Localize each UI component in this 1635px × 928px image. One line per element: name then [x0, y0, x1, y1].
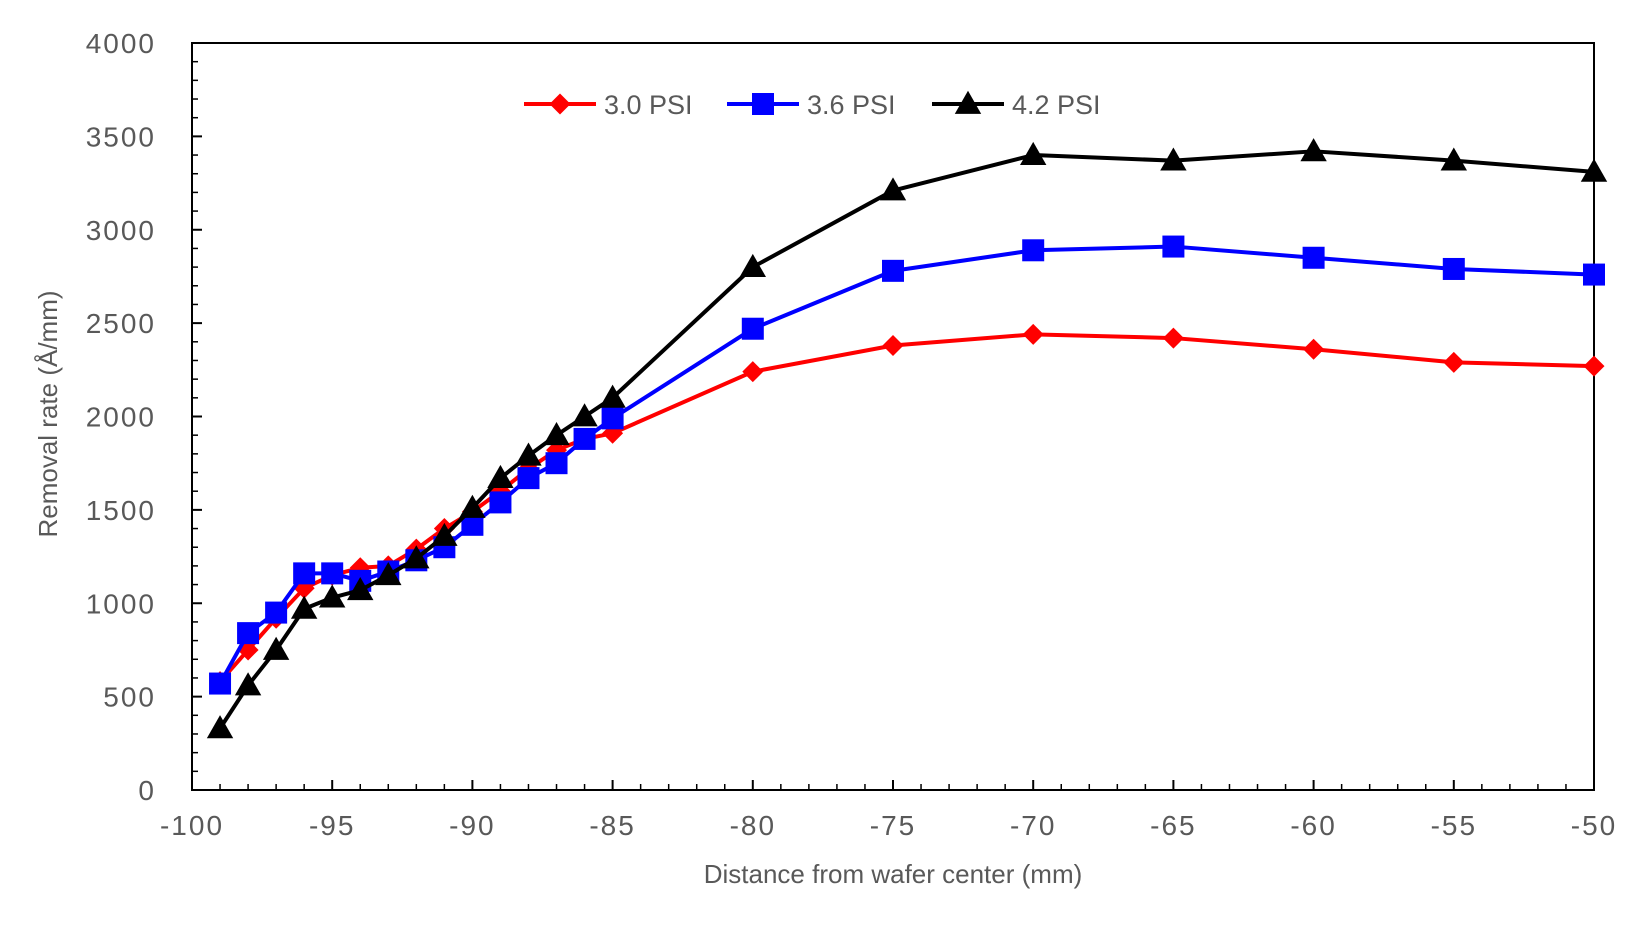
y-tick-label: 1500: [86, 495, 156, 526]
data-point: [882, 335, 904, 357]
data-point: [1442, 257, 1465, 280]
data-point: [741, 317, 764, 340]
data-point: [1022, 239, 1045, 262]
data-point: [347, 576, 374, 601]
data-point: [1162, 235, 1185, 258]
data-point: [517, 467, 540, 490]
data-point: [879, 177, 907, 201]
data-point: [1022, 323, 1044, 345]
data-point: [1303, 338, 1325, 360]
legend: 3.0 PSI 3.6 PSI 4.2 PSI: [524, 90, 1101, 120]
data-point: [1160, 147, 1187, 171]
data-point: [543, 421, 570, 446]
data-point: [321, 562, 344, 585]
data-point: [489, 491, 512, 514]
data-point: [262, 636, 290, 660]
data-point: [265, 601, 288, 624]
data-point: [545, 452, 568, 475]
legend-item: 3.0 PSI: [524, 90, 693, 120]
data-point: [601, 407, 624, 430]
legend-marker: [954, 90, 982, 114]
data-point: [742, 361, 764, 383]
data-point: [882, 259, 904, 282]
tick-layer: 0 500 1000 1500 2000 2500 3000 3500 4000 -100 -95 -…: [86, 28, 1617, 841]
data-point: [1583, 263, 1605, 286]
y-tick-label: 0: [138, 775, 156, 806]
data-point: [319, 584, 346, 608]
data-point: [375, 562, 402, 586]
data-point: [1580, 158, 1608, 182]
y-tick-label: 2000: [86, 402, 156, 433]
data-point: [234, 672, 262, 696]
x-tick-label: -95: [309, 810, 355, 841]
x-tick-label: -60: [1290, 810, 1336, 841]
data-point: [237, 622, 260, 645]
x-tick-label: -75: [870, 810, 916, 841]
x-tick-label: -100: [160, 810, 224, 841]
data-point: [515, 442, 542, 466]
data-point: [461, 513, 484, 536]
y-tick-label: 500: [103, 682, 156, 713]
data-point: [599, 384, 626, 408]
series-line: [218, 149, 1595, 730]
data-point: [206, 715, 234, 739]
y-tick-label: 3000: [86, 215, 156, 246]
data-point: [1020, 141, 1047, 165]
series-2: [206, 138, 1608, 739]
x-axis-title: Distance from wafer center (mm): [704, 859, 1083, 889]
y-axis-title: Removal rate (Å/mm): [33, 290, 63, 537]
data-point: [739, 253, 766, 277]
y-tick-label: 1000: [86, 588, 156, 619]
y-tick-label: 2500: [86, 308, 156, 339]
legend-label: 3.6 PSI: [807, 90, 896, 120]
x-tick-label: -70: [1010, 810, 1056, 841]
series-0: [209, 323, 1605, 693]
data-point: [1440, 147, 1467, 171]
y-tick-label: 4000: [86, 28, 156, 59]
legend-label: 3.0 PSI: [604, 90, 693, 120]
x-tick-label: -85: [589, 810, 635, 841]
data-point: [431, 522, 458, 546]
y-tick-label: 3500: [86, 121, 156, 152]
x-tick-label: -80: [730, 810, 776, 841]
x-tick-label: -65: [1150, 810, 1196, 841]
data-point: [290, 595, 318, 619]
series-layer: [206, 138, 1608, 739]
legend-item: 4.2 PSI: [932, 90, 1101, 120]
data-point: [1300, 138, 1327, 162]
series-1: [209, 235, 1605, 695]
legend-marker: [752, 93, 774, 115]
data-point: [209, 672, 232, 695]
data-point: [487, 464, 514, 489]
series-line: [218, 244, 1595, 685]
data-point: [1302, 246, 1325, 269]
x-tick-label: -55: [1431, 810, 1477, 841]
legend-item: 3.6 PSI: [727, 90, 896, 120]
data-point: [459, 494, 486, 518]
x-tick-label: -90: [449, 810, 495, 841]
legend-label: 4.2 PSI: [1012, 90, 1101, 120]
data-point: [1583, 355, 1605, 377]
x-tick-label: -50: [1571, 810, 1617, 841]
data-point: [1162, 327, 1184, 349]
data-point: [571, 403, 598, 427]
data-point: [1443, 351, 1465, 373]
data-point: [403, 545, 430, 569]
series-line: [218, 332, 1595, 684]
legend-marker: [549, 93, 571, 115]
data-point: [573, 427, 596, 450]
data-point: [293, 562, 316, 585]
